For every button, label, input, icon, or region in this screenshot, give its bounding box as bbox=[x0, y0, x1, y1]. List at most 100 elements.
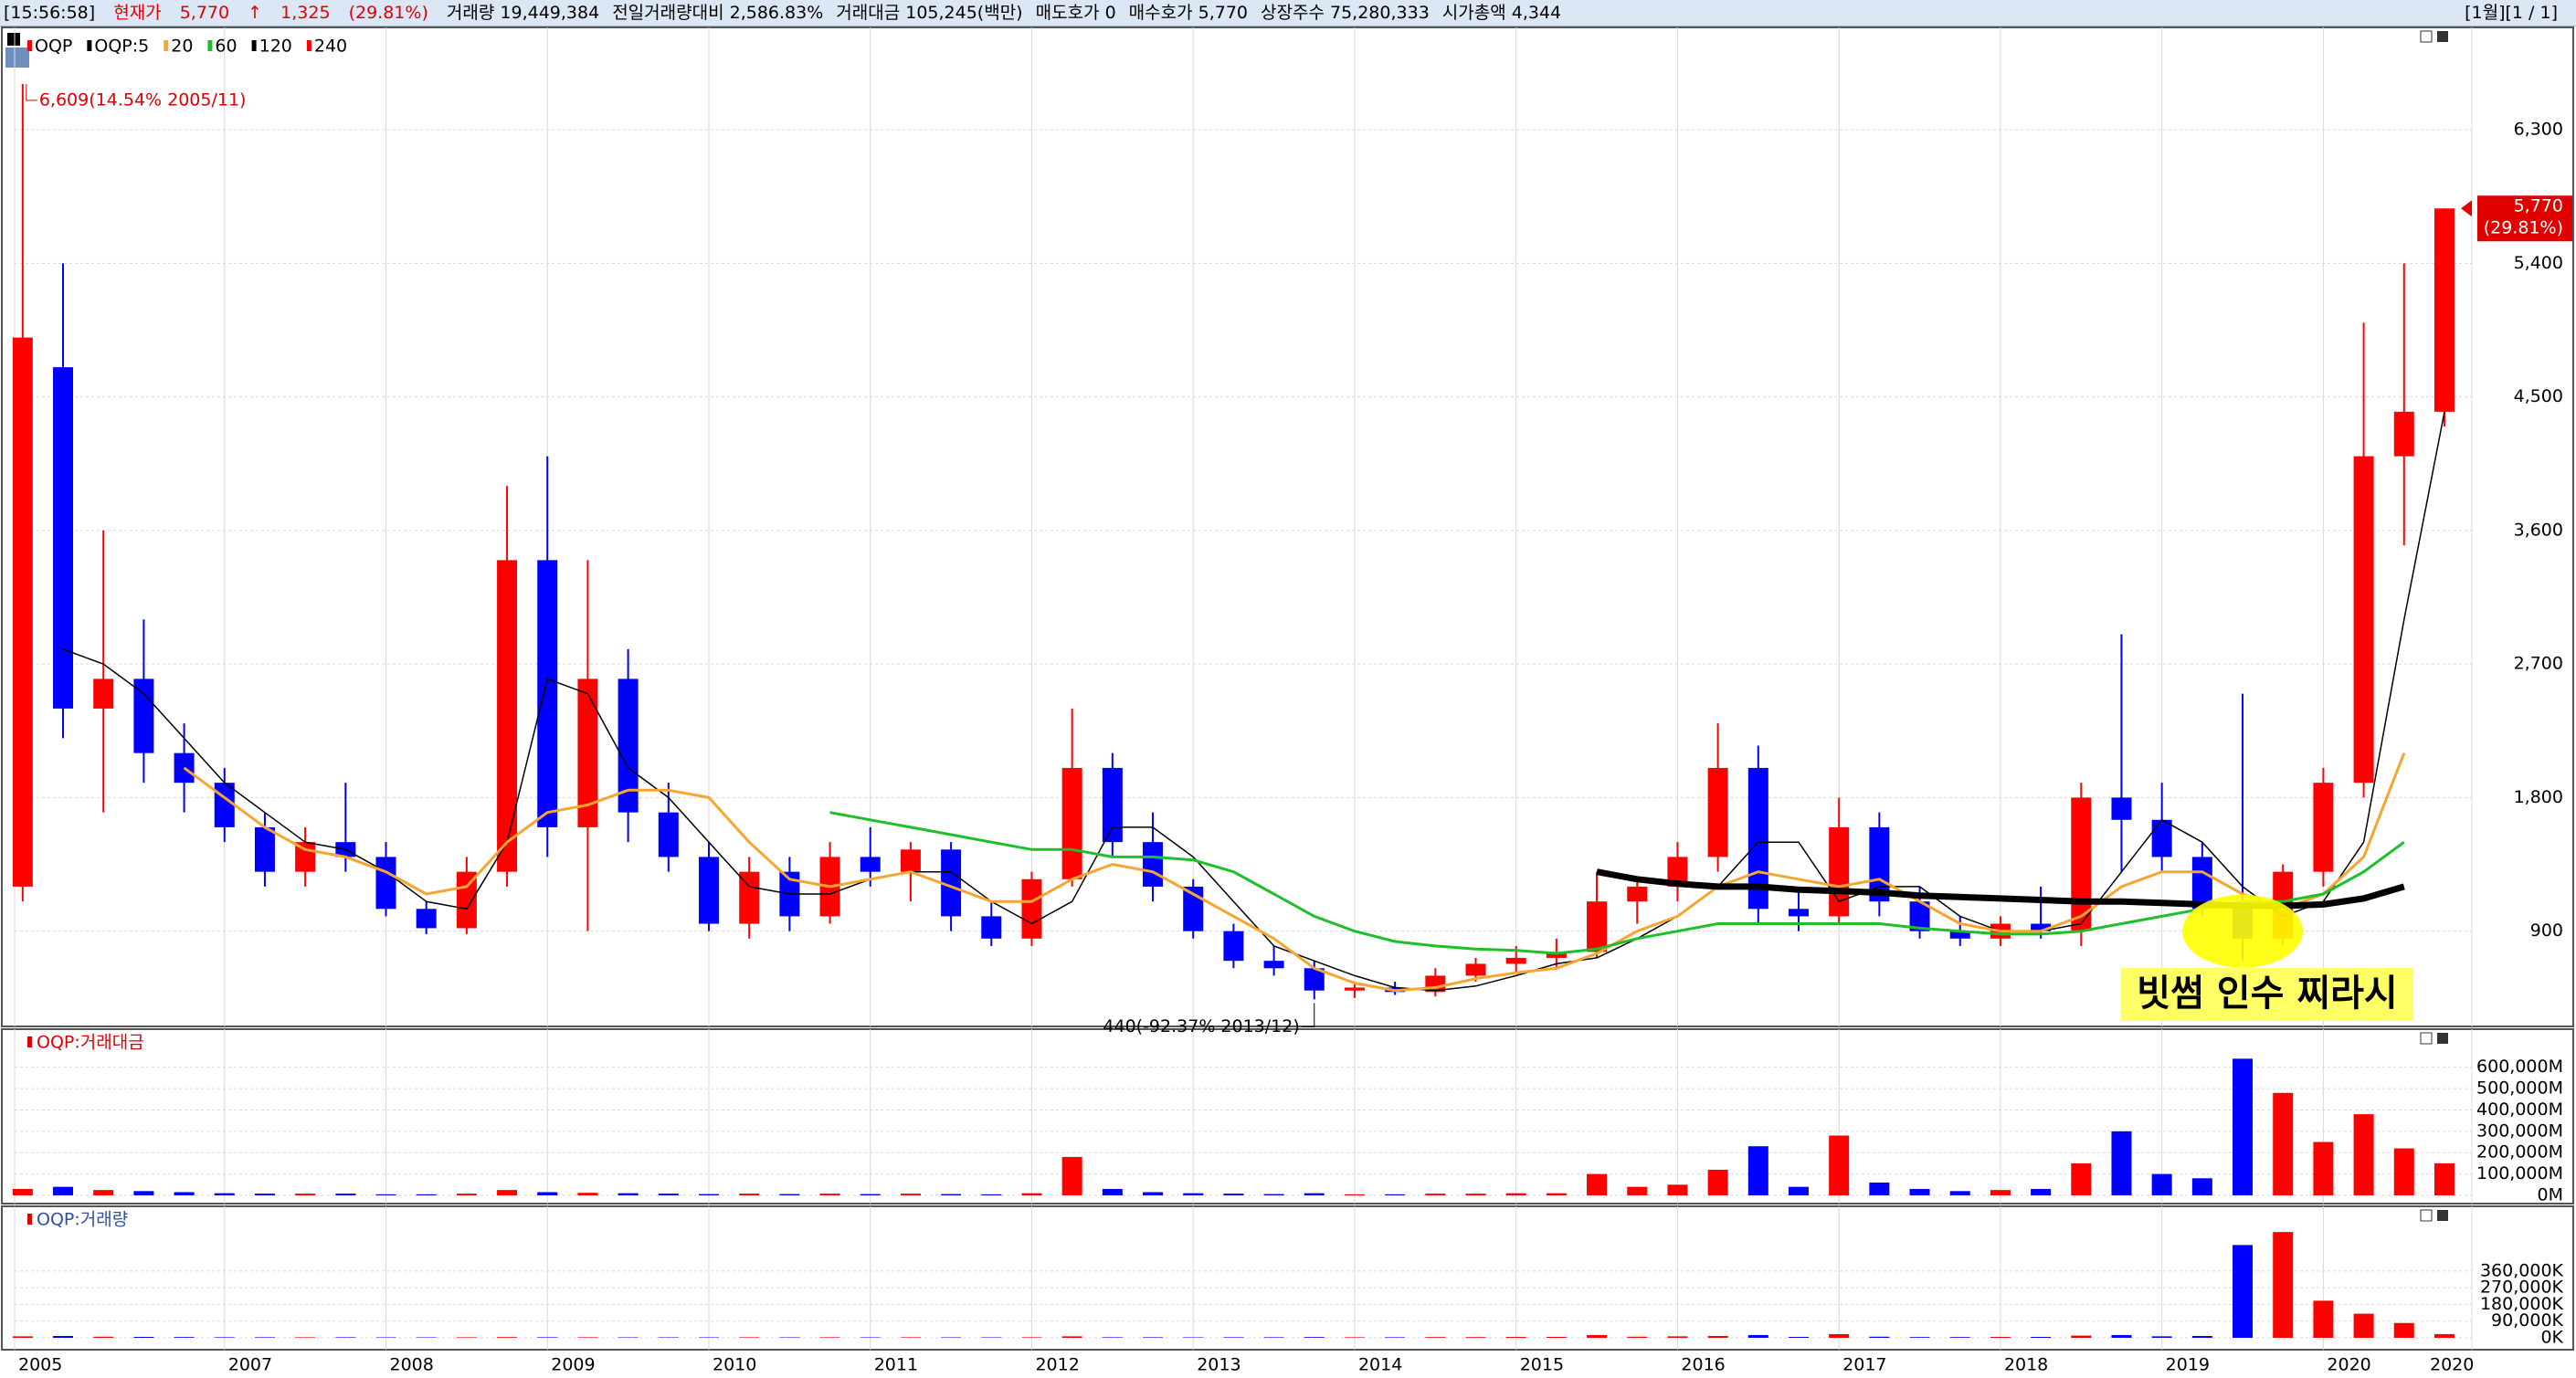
candle-body bbox=[456, 871, 477, 929]
bar bbox=[1021, 1193, 1042, 1195]
price: 5,770 bbox=[179, 3, 230, 23]
bar bbox=[1223, 1337, 1244, 1338]
candle-body bbox=[2313, 783, 2334, 872]
bar bbox=[1869, 1336, 1890, 1338]
bar bbox=[1627, 1336, 1648, 1338]
bar bbox=[295, 1337, 316, 1338]
panel-frame bbox=[1, 1028, 2574, 1204]
header-bar: [15:56:58] 현재가 5,770 ↑ 1,325 (29.81%) 거래… bbox=[0, 0, 2576, 26]
bar bbox=[214, 1337, 235, 1338]
y-tick-label: 100,000M bbox=[2476, 1163, 2563, 1183]
candle-body bbox=[860, 857, 881, 872]
bar bbox=[295, 1194, 316, 1195]
candle-body bbox=[93, 678, 114, 709]
legend-label: 240 bbox=[314, 37, 347, 57]
candle-body bbox=[375, 857, 396, 910]
bar bbox=[1021, 1337, 1042, 1338]
candle-body bbox=[174, 752, 195, 784]
last-marker bbox=[2461, 200, 2472, 217]
legend-label: 20 bbox=[171, 37, 193, 57]
x-tick-label: 2017 bbox=[1842, 1355, 1886, 1375]
candle-body bbox=[739, 871, 760, 924]
y-tick-label: 2,700 bbox=[2514, 654, 2563, 674]
panel-title: OQP:거래대금 bbox=[37, 1033, 144, 1053]
bar bbox=[1344, 1337, 1365, 1338]
bar bbox=[12, 1188, 33, 1195]
bar bbox=[2111, 1131, 2132, 1195]
bar bbox=[941, 1337, 962, 1338]
x-tick-label: 2020 bbox=[2327, 1355, 2370, 1375]
candle-body bbox=[698, 857, 719, 924]
bar bbox=[1546, 1336, 1567, 1338]
bar bbox=[658, 1337, 679, 1338]
bar bbox=[900, 1194, 921, 1195]
bar bbox=[698, 1337, 719, 1338]
bar bbox=[1788, 1186, 1809, 1195]
bar bbox=[1990, 1190, 2011, 1195]
bar bbox=[2031, 1336, 2052, 1338]
candle-body bbox=[214, 783, 235, 827]
bar bbox=[739, 1337, 760, 1338]
bar bbox=[2433, 1162, 2455, 1195]
candle-body bbox=[1061, 767, 1082, 879]
header-field: 거래량 19,449,384 bbox=[446, 3, 600, 23]
last-box bbox=[2477, 195, 2572, 242]
bar bbox=[698, 1194, 719, 1195]
legend-swatch bbox=[27, 1214, 32, 1225]
candle-body bbox=[2111, 797, 2132, 820]
header-field: 거래대금 105,245(백만) bbox=[836, 3, 1023, 23]
callout: 빗썸 인수 찌라시 bbox=[2137, 973, 2397, 1015]
candle-body bbox=[1102, 767, 1123, 843]
candle-body bbox=[1223, 931, 1244, 962]
bar bbox=[1465, 1194, 1486, 1195]
bar bbox=[375, 1194, 396, 1195]
bar bbox=[53, 1335, 74, 1338]
ma-line bbox=[829, 811, 2405, 955]
note-arrow bbox=[1301, 1003, 1315, 1027]
candle-body bbox=[981, 916, 1002, 939]
pager[interactable]: [1월][1 / 1] bbox=[2465, 3, 2558, 23]
x-tick-label: 2014 bbox=[1358, 1355, 1402, 1375]
bar bbox=[2353, 1114, 2374, 1195]
x-tick-label: 2018 bbox=[2004, 1355, 2048, 1375]
bar bbox=[133, 1336, 154, 1338]
panel-frame bbox=[1, 1205, 2574, 1351]
bar bbox=[577, 1193, 598, 1195]
y-tick-label: 300,000M bbox=[2476, 1120, 2563, 1141]
bar bbox=[2071, 1335, 2092, 1338]
bar bbox=[1869, 1182, 1890, 1195]
candle-body bbox=[941, 849, 962, 917]
bar bbox=[2191, 1335, 2212, 1338]
time: [15:56:58] bbox=[4, 3, 96, 23]
candle-body bbox=[1021, 878, 1042, 939]
bar bbox=[1061, 1156, 1082, 1195]
bar bbox=[1263, 1337, 1284, 1338]
bar bbox=[860, 1194, 881, 1195]
legend-label: OQP:5 bbox=[94, 37, 149, 57]
high-note: 6,609(14.54% 2005/11) bbox=[39, 89, 247, 110]
candle-body bbox=[2191, 857, 2212, 910]
candle-body bbox=[1546, 952, 1567, 958]
fields: 거래량 19,449,384 전일거래량대비 2,586.83% 거래대금 105,… bbox=[447, 3, 1574, 23]
bar bbox=[174, 1337, 195, 1338]
panel-icon bbox=[2437, 1210, 2448, 1221]
bar bbox=[819, 1337, 840, 1338]
bar bbox=[254, 1194, 275, 1195]
legend-swatch bbox=[27, 1036, 32, 1047]
low-note: 440(-92.37% 2013/12) bbox=[1103, 1016, 1299, 1036]
note-arrow bbox=[26, 83, 37, 101]
bar bbox=[1909, 1337, 1930, 1338]
bar bbox=[1707, 1169, 1728, 1195]
bar bbox=[981, 1337, 1002, 1338]
arrow: ↑ bbox=[248, 3, 263, 23]
bar bbox=[1909, 1188, 1930, 1195]
panel-icon bbox=[2437, 31, 2448, 42]
bar bbox=[2433, 1333, 2455, 1338]
bar bbox=[819, 1194, 840, 1195]
bar bbox=[2151, 1173, 2172, 1195]
bar bbox=[537, 1337, 558, 1338]
callout-ellipse bbox=[2182, 894, 2304, 968]
candle-body bbox=[1829, 826, 1850, 917]
bar bbox=[618, 1193, 639, 1195]
y-tick-label: 3,600 bbox=[2514, 520, 2563, 540]
